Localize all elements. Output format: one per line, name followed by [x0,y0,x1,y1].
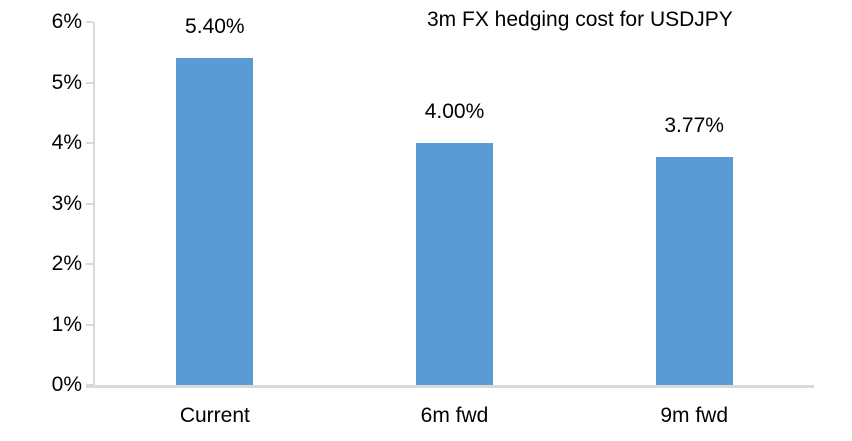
y-tick-label: 2% [51,252,82,275]
bar-9m-fwd [655,156,733,385]
y-tick-mark [86,263,93,265]
y-tick-mark [86,21,93,23]
bar-value-label: 3.77% [664,113,724,137]
y-tick-mark [86,142,93,144]
chart-title: 3m FX hedging cost for USDJPY [427,8,733,31]
bar-value-label: 5.40% [185,15,245,39]
x-axis-label: Current [179,404,250,427]
bar-current [176,58,254,385]
y-tick-mark [86,323,93,326]
x-axis-label: 6m fwd [420,404,489,427]
y-tick-mark [86,384,93,386]
y-tick-label: 4% [51,131,82,154]
bar-6m-fwd [416,143,493,385]
y-axis-line [93,22,95,385]
y-tick-label: 6% [51,10,82,33]
y-tick-label: 1% [51,312,82,336]
y-tick-label: 3% [51,191,82,215]
y-tick-label: 5% [51,70,82,94]
y-tick-mark [86,81,93,84]
x-axis-line [86,385,814,388]
bar-value-label: 4.00% [424,100,485,123]
y-tick-label: 0% [51,373,82,396]
x-axis-label: 9m fwd [660,404,728,427]
y-tick-mark [86,202,93,205]
